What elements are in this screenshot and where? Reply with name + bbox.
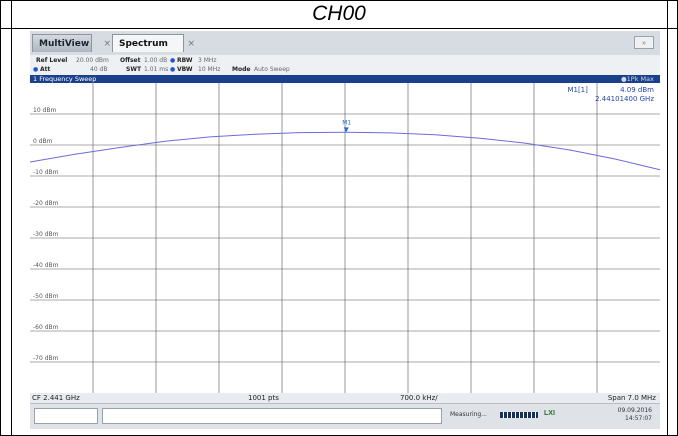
att-value: 40 dB [90,66,108,73]
sweep-title: 1 Frequency Sweep [33,75,97,83]
vbw-value: 10 MHz [198,66,221,73]
marker-freq: 2.44101400 GHz [595,95,654,103]
y-tick-label: -30 dBm [33,231,59,238]
tab-spectrum[interactable]: Spectrum × [112,34,195,52]
offset-value: 1.00 dB [144,57,168,64]
status-box-left[interactable] [34,408,98,424]
y-tick-label: 10 dBm [33,107,56,114]
y-tick-label: -40 dBm [33,262,59,269]
close-icon[interactable]: × [103,39,111,49]
tab-spectrum-label: Spectrum [119,39,168,49]
mode-value: Auto Sweep [254,66,290,73]
swt-value: 1.01 ms [144,66,169,73]
datetime: 09.09.2016 14:57:07 [618,407,652,423]
trace-mode: ●1Pk Max [621,75,654,83]
rbw-dot-icon: ● [170,57,176,64]
sweep-points: 1001 pts [248,394,279,402]
marker-level: 4.09 dBm [620,86,654,94]
span-value: Span 7.0 MHz [607,394,656,402]
marker-m1 [343,127,349,133]
status-bar: Measuring... LXI 09.09.2016 14:57:07 [30,403,660,429]
right-divider [667,1,668,435]
title-row: CH00 [1,1,677,29]
measuring-text: Measuring... [450,411,487,418]
rbw-value: 3 MHz [198,57,217,64]
center-freq: CF 2.441 GHz [32,394,80,402]
offset-key: Offset [120,57,141,64]
expand-icon[interactable]: » [634,36,654,49]
spectrum-chart: 10 dBm 0 dBm -10 dBm -20 dBm -30 dBm -40 dBm -… [30,83,660,393]
mode-key: Mode [232,66,251,73]
y-tick-label: -60 dBm [33,324,59,331]
ref-level-key: Ref Level [36,57,68,64]
status-date: 09.09.2016 [617,407,652,414]
ref-level-value: 20.00 dBm [76,57,109,64]
tab-multiview[interactable]: MultiView × [32,34,111,52]
y-tick-label: -50 dBm [33,293,59,300]
att-key: Att [40,66,51,73]
page-title: CH00 [312,2,366,25]
vbw-dot-icon: ● [170,66,176,73]
left-divider [11,1,12,435]
analyzer-screen: MultiView × Spectrum × » Ref Level 20.00… [30,31,660,429]
y-tick-label: -20 dBm [33,200,59,207]
marker-name: M1[1] [567,86,588,94]
freq-per-div: 700.0 kHz/ [400,394,438,402]
y-tick-label: 0 dBm [33,138,53,145]
marker-table: M1[1] 4.09 dBm 2.44101400 GHz [567,86,654,104]
att-dot-icon: ● [33,66,39,73]
tab-multiview-label: MultiView [39,39,90,49]
settings-bar: Ref Level 20.00 dBm ● Att 40 dB Offset 1… [30,55,660,75]
status-box-main[interactable] [102,408,442,424]
spectrum-plot[interactable]: 10 dBm 0 dBm -10 dBm -20 dBm -30 dBm -40 dBm -… [30,83,660,393]
vbw-key: VBW [177,66,193,73]
y-tick-label: -10 dBm [33,169,59,176]
rbw-key: RBW [177,57,193,64]
lxi-icon: LXI [544,410,555,417]
swt-key: SWT [126,66,142,73]
status-time: 14:57:07 [625,415,652,422]
progress-bar [500,412,538,418]
y-tick-label: -70 dBm [33,355,59,362]
marker-label: M1 [342,119,351,126]
close-icon[interactable]: × [187,39,195,49]
spectrum-trace [30,131,660,171]
bottom-bar: CF 2.441 GHz 1001 pts 700.0 kHz/ Span 7.… [30,393,660,403]
sweep-header: 1 Frequency Sweep ●1Pk Max [30,75,660,83]
tab-bar: MultiView × Spectrum × » [30,31,660,55]
